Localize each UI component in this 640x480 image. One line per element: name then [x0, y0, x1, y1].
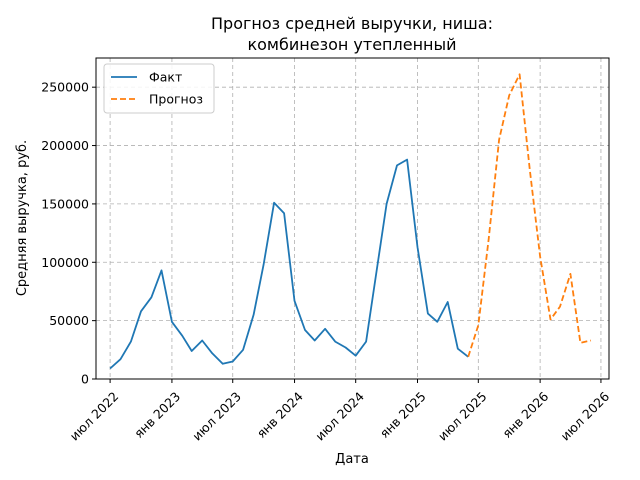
y-tick-label: 150000: [41, 196, 89, 211]
series-line-forecast: [467, 73, 592, 358]
series-layer: [109, 73, 592, 370]
plot-frame: [95, 57, 610, 380]
legend: Факт Прогноз: [103, 63, 215, 114]
chart-title-line2: комбинезон утепленный: [247, 35, 456, 54]
y-tick-label: 50000: [49, 313, 89, 328]
y-tick-label: 0: [81, 372, 89, 387]
legend-label-forecast: Прогноз: [149, 92, 203, 107]
y-axis: 0 50000 100000 150000 200000 250000: [41, 80, 96, 387]
chart-title-line1: Прогноз средней выручки, ниша:: [211, 14, 493, 33]
y-tick-label: 250000: [41, 80, 89, 95]
y-axis-label: Средняя выручка, руб.: [15, 140, 30, 296]
y-tick-label: 100000: [41, 255, 89, 270]
series-line-fact: [109, 158, 469, 370]
x-axis-label: Дата: [335, 452, 369, 467]
legend-label-fact: Факт: [149, 70, 182, 85]
y-tick-label: 200000: [41, 138, 89, 153]
